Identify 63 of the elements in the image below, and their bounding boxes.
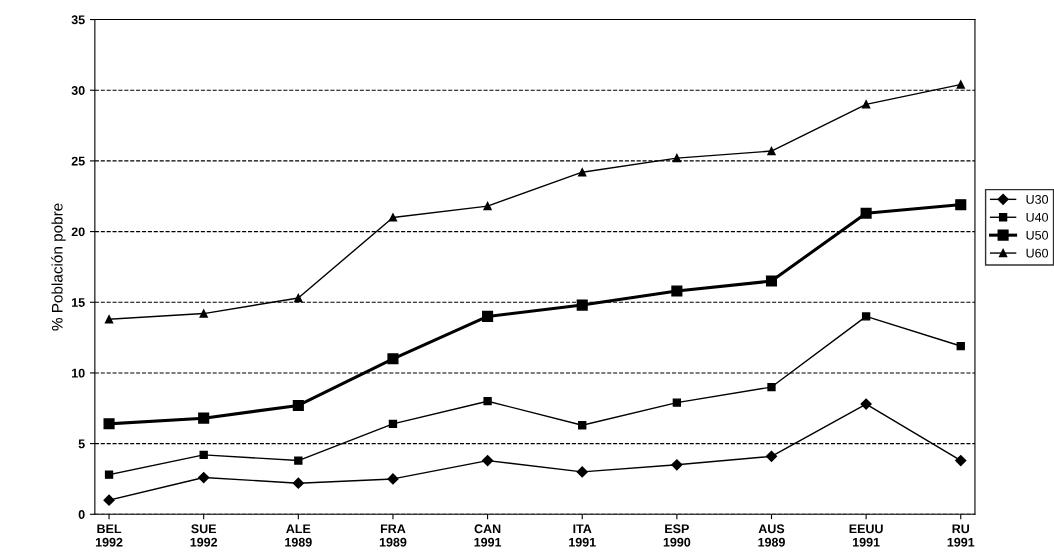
point [672,398,682,407]
y-tick-label: 0 [78,510,85,519]
point [198,471,210,484]
x-tick-label: SUE 1992 [190,524,218,547]
point [103,494,115,506]
point [294,293,303,303]
point [765,275,778,287]
point [104,315,114,324]
point [767,382,776,392]
point [198,412,210,424]
legend-label: U60 [1026,248,1049,258]
point [576,299,588,311]
legend-label: U30 [1026,195,1049,204]
x-tick-label: BEL 1992 [95,524,123,547]
point [956,341,965,351]
point [860,207,872,219]
x-tick-label: CAN 1991 [474,524,502,547]
point [576,466,588,478]
point [671,285,683,297]
y-tick-label: 35 [71,15,85,25]
point [481,454,494,467]
point [387,473,399,485]
y-tick-label: 30 [71,86,85,95]
y-tick-label: 20 [71,227,85,237]
point [294,456,303,465]
point [672,153,682,163]
point [861,100,871,109]
point [956,80,965,89]
point [767,146,776,156]
point [388,213,398,222]
point [482,310,494,322]
point [199,450,208,460]
point [292,477,304,489]
x-tick-label: EEUU 1991 [849,524,883,547]
point [860,398,872,410]
point [578,421,587,430]
x-tick-label: AUS 1989 [758,524,785,547]
point [861,312,871,321]
x-tick-label: ALE 1989 [285,524,312,547]
point [388,419,398,428]
y-tick-label: 5 [78,439,85,449]
point [292,399,304,411]
x-tick-label: ITA 1991 [569,524,596,547]
point [199,309,208,318]
point [483,397,492,406]
y-tick-label: 10 [72,368,85,378]
point [765,450,778,462]
x-tick-label: RU 1991 [947,524,975,547]
legend-label: U40 [1026,212,1049,222]
x-tick-label: FRA 1989 [379,524,407,547]
point [578,168,587,177]
x-tick-label: ESP 1990 [663,524,691,547]
legend-label: U50 [1026,230,1049,240]
point [387,353,399,365]
point [104,470,114,479]
y-axis-title: % Población pobre [51,203,66,331]
point [955,454,967,467]
point [103,418,115,430]
point [955,199,967,211]
point [671,459,683,471]
y-tick-label: 15 [72,298,85,307]
point [483,201,492,211]
y-tick-label: 25 [71,156,85,166]
